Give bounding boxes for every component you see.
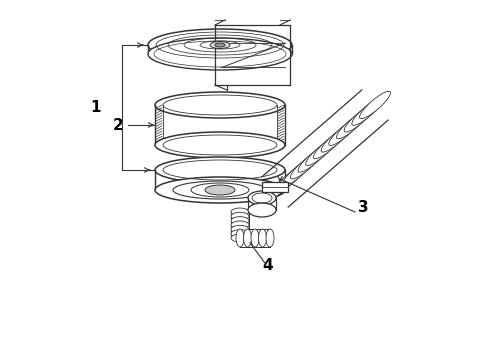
Ellipse shape <box>148 38 292 70</box>
Ellipse shape <box>266 229 274 247</box>
Ellipse shape <box>248 191 276 205</box>
Ellipse shape <box>291 152 321 179</box>
Ellipse shape <box>231 230 249 238</box>
Ellipse shape <box>231 221 249 229</box>
Ellipse shape <box>267 172 298 199</box>
Ellipse shape <box>231 217 249 225</box>
Text: 4: 4 <box>263 258 273 274</box>
Ellipse shape <box>155 177 285 203</box>
Ellipse shape <box>244 229 251 247</box>
Ellipse shape <box>155 132 285 158</box>
Ellipse shape <box>352 98 383 125</box>
Ellipse shape <box>148 29 292 61</box>
Ellipse shape <box>360 91 391 119</box>
Ellipse shape <box>236 229 244 247</box>
Ellipse shape <box>298 145 329 172</box>
Ellipse shape <box>306 138 337 166</box>
Ellipse shape <box>231 225 249 233</box>
Text: 1: 1 <box>91 100 101 115</box>
Ellipse shape <box>314 131 344 159</box>
Ellipse shape <box>337 111 368 139</box>
Ellipse shape <box>155 157 285 183</box>
Ellipse shape <box>205 185 235 195</box>
Ellipse shape <box>248 203 276 217</box>
Ellipse shape <box>321 125 352 152</box>
Ellipse shape <box>275 165 306 192</box>
Ellipse shape <box>259 229 267 247</box>
Ellipse shape <box>215 43 225 47</box>
Text: 3: 3 <box>358 199 368 215</box>
Ellipse shape <box>173 181 267 199</box>
Ellipse shape <box>231 234 249 242</box>
Ellipse shape <box>283 158 314 186</box>
Ellipse shape <box>191 183 249 197</box>
Ellipse shape <box>210 41 230 49</box>
Ellipse shape <box>231 212 249 220</box>
Ellipse shape <box>231 208 249 216</box>
Ellipse shape <box>155 92 285 118</box>
Ellipse shape <box>344 105 375 132</box>
Bar <box>262 182 288 192</box>
Ellipse shape <box>260 178 291 206</box>
Ellipse shape <box>329 118 360 145</box>
Ellipse shape <box>251 229 259 247</box>
Text: 2: 2 <box>113 117 123 132</box>
